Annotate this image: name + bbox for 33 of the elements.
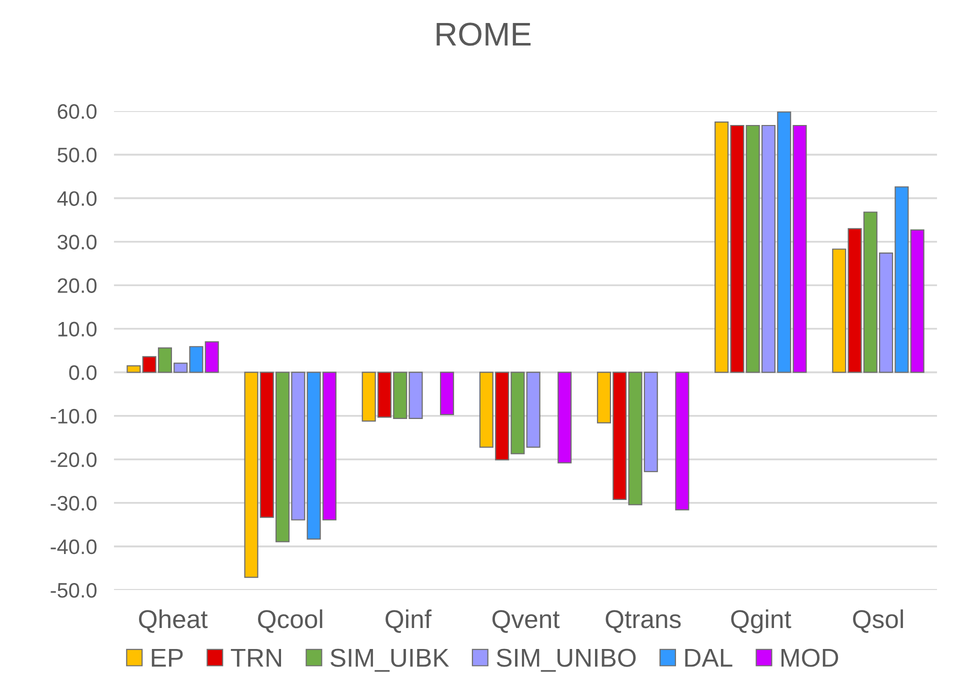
legend-label: MOD: [782, 648, 838, 667]
y-tick-label: 40.0: [57, 191, 97, 206]
chart-title: ROME: [436, 22, 531, 46]
legend-label: EP: [152, 648, 183, 667]
x-tick-label: Qheat: [139, 609, 208, 633]
y-tick-label: -20.0: [50, 452, 97, 468]
bar: [910, 229, 924, 373]
bar: [126, 365, 141, 373]
y-tick-label: -40.0: [50, 539, 97, 554]
bar: [558, 372, 572, 464]
y-tick-label: -50.0: [50, 582, 97, 598]
y-tick-label: -30.0: [50, 496, 97, 511]
x-tick-label: Qvent: [492, 610, 560, 633]
x-tick-label: Qsol: [853, 609, 903, 633]
legend-label: TRN: [230, 648, 282, 667]
legend-label: SIM_UIBK: [330, 648, 450, 672]
legend-label: SIM_UNIBO: [496, 648, 636, 672]
x-tick-label: Qcool: [258, 609, 322, 633]
y-tick-label: 50.0: [58, 148, 97, 162]
x-tick-label: Qtrans: [606, 610, 681, 633]
legend-label: DAL: [685, 648, 732, 667]
y-tick-label: -10.0: [50, 408, 97, 424]
x-tick-label: Qgint: [731, 609, 792, 634]
bar: [832, 248, 846, 373]
y-tick-label: 60.0: [58, 104, 97, 119]
bar: [440, 372, 454, 416]
y-tick-label: 10.0: [58, 322, 97, 337]
bar: [526, 372, 540, 448]
y-tick-label: 30.0: [58, 234, 97, 250]
y-tick-label: 20.0: [58, 278, 97, 294]
x-tick-label: Qinf: [386, 609, 432, 633]
bar: [675, 372, 690, 510]
y-tick-label: 0.0: [69, 365, 97, 380]
